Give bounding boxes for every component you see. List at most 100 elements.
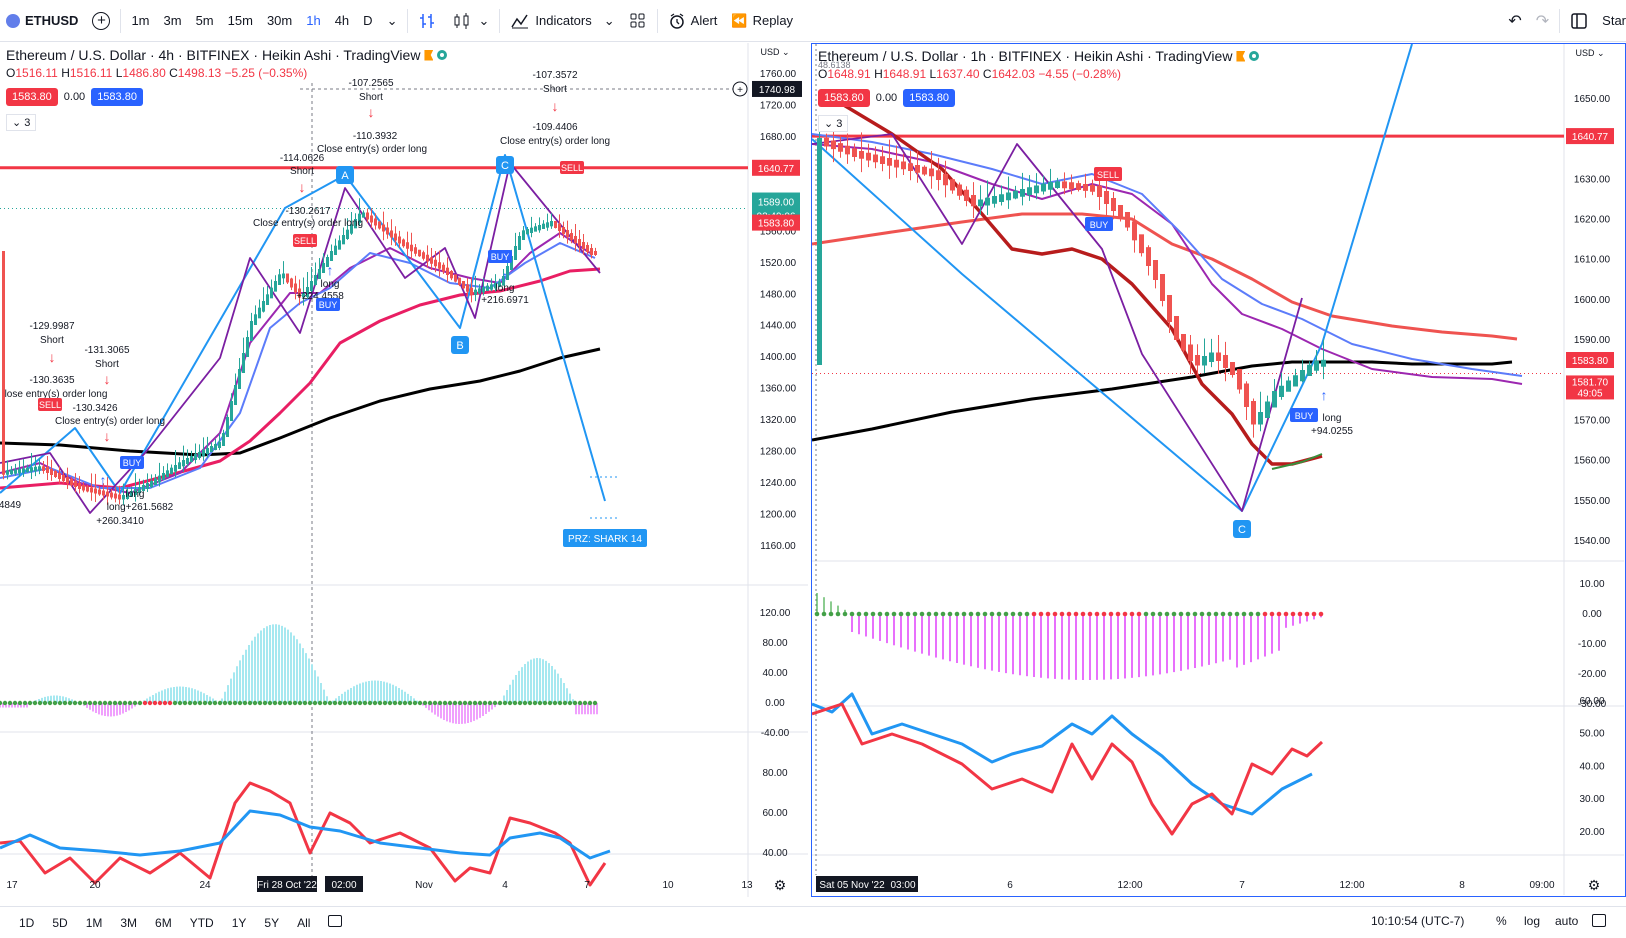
fullscreen-icon[interactable]	[1592, 914, 1606, 927]
range-3m[interactable]: 3M	[120, 915, 138, 930]
auto-toggle[interactable]: auto	[1555, 914, 1579, 928]
range-ytd[interactable]: YTD	[189, 915, 214, 930]
momentum-dot	[492, 700, 498, 706]
undo-button[interactable]: ↶	[1501, 0, 1528, 42]
red-line-price-tag: 1640.77	[1572, 132, 1609, 143]
right-chart-canvas[interactable]: USD ⌄1650.001640.001630.001620.001610.00…	[812, 44, 1624, 895]
momentum-dot	[152, 700, 158, 706]
interval-1h[interactable]: 1h	[306, 13, 321, 28]
buy-signal-tag-2: BUY	[1295, 411, 1314, 421]
range-5y[interactable]: 5Y	[264, 915, 280, 930]
momentum-dot	[452, 700, 458, 706]
short-arrow-icon: ↓	[49, 349, 56, 365]
strategy-annotation: Short	[40, 335, 64, 346]
replay-button[interactable]: ⏪ Replay	[724, 0, 800, 42]
candle-body	[254, 314, 257, 325]
momentum-dot	[1178, 611, 1184, 617]
layouts-button[interactable]	[622, 0, 654, 42]
candle-body	[162, 473, 165, 480]
candle-body	[1321, 359, 1326, 367]
left-indicator-toggle[interactable]: ⌄ 3	[6, 114, 37, 131]
candle-body	[1139, 234, 1144, 254]
redo-button[interactable]: ↷	[1529, 0, 1556, 42]
momentum-dot	[107, 700, 113, 706]
candle-body	[234, 385, 237, 405]
candle-body	[186, 458, 189, 464]
candle-body	[330, 251, 333, 261]
left-sell-button[interactable]: 1583.80	[6, 88, 58, 106]
layout-select-button[interactable]	[1563, 0, 1595, 42]
candle-body	[210, 446, 213, 452]
interval-4h[interactable]: 4h	[334, 13, 350, 28]
bar-style-button[interactable]	[411, 0, 445, 42]
interval-dropdown[interactable]: ⌄	[380, 0, 405, 42]
interval-d[interactable]: D	[363, 13, 373, 28]
strategy-annotation: Short	[95, 359, 119, 370]
goto-date-button[interactable]	[319, 915, 351, 930]
candle-body	[70, 479, 73, 485]
momentum-dot	[382, 700, 388, 706]
left-chart-pane[interactable]: USD ⌄1760.001720.001680.001640.001600.00…	[0, 43, 808, 897]
interval-1m[interactable]: 1m	[131, 13, 150, 28]
candle-body	[202, 450, 205, 456]
momentum-dot	[1066, 611, 1072, 617]
strategy-annotation: long+261.5682	[107, 502, 174, 513]
momentum-dot	[517, 700, 523, 706]
ma-red-line	[812, 212, 1518, 341]
left-price-tick: 1680.00	[760, 132, 797, 143]
left-price-tick: 1520.00	[760, 258, 797, 269]
point-c-marker: C	[1238, 524, 1246, 536]
right-price-tick: 1610.00	[1574, 255, 1611, 266]
momentum-dot	[102, 700, 108, 706]
range-6m[interactable]: 6M	[155, 915, 172, 930]
candle-body	[817, 137, 822, 365]
range-1y[interactable]: 1Y	[231, 915, 247, 930]
right-sell-button[interactable]: 1583.80	[818, 89, 870, 107]
top-toolbar: ETHUSD + 1m 3m 5m 15m 30m 1h 4h D ⌄ ⌄ In…	[0, 0, 1626, 42]
left-buy-button[interactable]: 1583.80	[91, 88, 143, 106]
momentum-dot	[562, 700, 568, 706]
momentum-dot	[427, 700, 433, 706]
interval-30m[interactable]: 30m	[266, 13, 293, 28]
left-osc-tick: 40.00	[762, 668, 787, 679]
right-indicator-toggle[interactable]: ⌄ 3	[818, 115, 849, 132]
range-1m[interactable]: 1M	[85, 915, 103, 930]
clock-timezone[interactable]: 10:10:54 (UTC-7)	[1371, 914, 1465, 928]
range-1d[interactable]: 1D	[19, 915, 35, 930]
momentum-dot	[1059, 611, 1065, 617]
momentum-dot	[357, 700, 363, 706]
candle-style-button[interactable]: ⌄	[445, 0, 496, 42]
symbol-search[interactable]: ETHUSD	[0, 0, 85, 42]
interval-15m[interactable]: 15m	[227, 13, 253, 28]
candle-body	[118, 494, 121, 500]
momentum-dot	[542, 700, 548, 706]
candle-body	[950, 179, 955, 191]
candle-body	[1090, 184, 1095, 192]
left-chart-canvas[interactable]: USD ⌄1760.001720.001680.001640.001600.00…	[0, 43, 808, 897]
candle-body	[526, 229, 529, 235]
momentum-dot	[47, 700, 53, 706]
interval-5m[interactable]: 5m	[195, 13, 214, 28]
log-toggle[interactable]: log	[1524, 914, 1541, 928]
right-osc-tick: -30.00	[1578, 699, 1607, 710]
star-button[interactable]: Star	[1602, 13, 1626, 28]
momentum-dot	[982, 611, 988, 617]
candle-body	[418, 249, 421, 257]
candle-body	[546, 222, 549, 228]
compare-button[interactable]: +	[85, 0, 117, 42]
percent-toggle[interactable]: %	[1496, 914, 1507, 928]
momentum-dot	[577, 700, 583, 706]
alert-button[interactable]: Alert	[661, 0, 725, 42]
right-buy-button[interactable]: 1583.80	[903, 89, 955, 107]
range-5d[interactable]: 5D	[52, 915, 68, 930]
interval-3m[interactable]: 3m	[163, 13, 182, 28]
candle-body	[873, 154, 878, 163]
right-chart-pane[interactable]: USD ⌄1650.001640.001630.001620.001610.00…	[811, 43, 1626, 897]
indicators-button[interactable]: Indicators ⌄	[503, 0, 621, 42]
momentum-dot	[828, 611, 834, 617]
momentum-dot	[0, 700, 3, 706]
ma-purple-line	[812, 143, 1523, 385]
short-arrow-icon: ↓	[368, 104, 375, 120]
range-all[interactable]: All	[297, 915, 311, 930]
candle-body	[222, 433, 225, 446]
